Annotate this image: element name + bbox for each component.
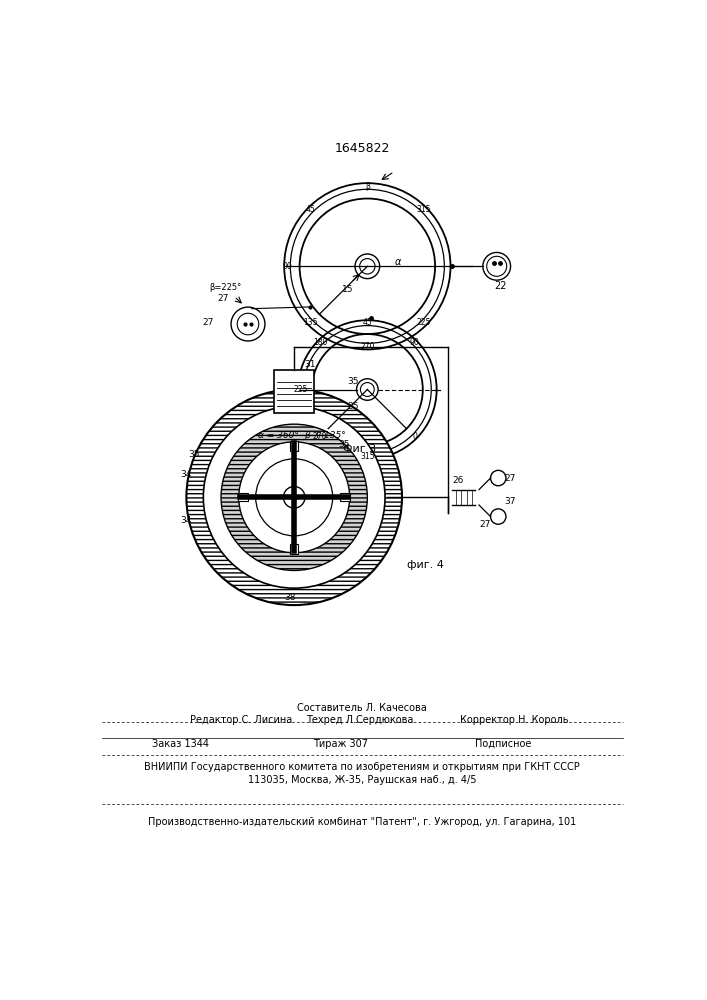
Circle shape xyxy=(284,487,305,508)
Polygon shape xyxy=(291,441,298,451)
Text: 37: 37 xyxy=(504,497,515,506)
Circle shape xyxy=(239,442,350,553)
Text: 27: 27 xyxy=(202,318,214,327)
Text: 45: 45 xyxy=(363,318,372,327)
Text: 38: 38 xyxy=(285,593,296,602)
Text: α: α xyxy=(395,257,402,267)
Text: 27: 27 xyxy=(504,474,515,483)
Text: Производственно-издательский комбинат "Патент", г. Ужгород, ул. Гагарина, 101: Производственно-издательский комбинат "П… xyxy=(148,817,576,827)
Text: 225: 225 xyxy=(417,318,431,327)
Text: 22: 22 xyxy=(494,281,507,291)
Polygon shape xyxy=(238,493,248,501)
Text: 35: 35 xyxy=(348,402,359,411)
Text: 135: 135 xyxy=(303,318,318,327)
Text: 35: 35 xyxy=(339,440,350,449)
Circle shape xyxy=(204,406,385,588)
Text: 35: 35 xyxy=(348,377,359,386)
Text: 90: 90 xyxy=(409,338,419,347)
Text: 26: 26 xyxy=(452,476,464,485)
Text: Фиг 3: Фиг 3 xyxy=(343,444,376,454)
Text: α = 360°- β + 135°: α = 360°- β + 135° xyxy=(258,431,346,440)
Text: ВНИИПИ Государственного комитета по изобретениям и открытиям при ГКНТ СССР: ВНИИПИ Государственного комитета по изоб… xyxy=(144,762,580,772)
Text: 34: 34 xyxy=(181,516,192,525)
Text: 113035, Москва, Ж-35, Раушская наб., д. 4/5: 113035, Москва, Ж-35, Раушская наб., д. … xyxy=(247,775,477,785)
Text: Подписное: Подписное xyxy=(475,739,532,749)
Text: 270: 270 xyxy=(360,342,375,351)
Text: 180: 180 xyxy=(313,338,327,347)
Text: β: β xyxy=(365,182,370,191)
Text: 90: 90 xyxy=(282,262,292,271)
Text: 1645822: 1645822 xyxy=(334,142,390,155)
Text: Составитель Л. Качесова: Составитель Л. Качесова xyxy=(297,703,427,713)
Text: Заказ 1344: Заказ 1344 xyxy=(152,739,209,749)
Text: Редактор С. Лисина: Редактор С. Лисина xyxy=(190,715,293,725)
Text: 34: 34 xyxy=(181,470,192,479)
Circle shape xyxy=(221,424,368,570)
Text: 35: 35 xyxy=(188,450,200,459)
Text: 270: 270 xyxy=(313,432,327,441)
Text: 45: 45 xyxy=(306,205,315,214)
Text: фиг. 4: фиг. 4 xyxy=(407,560,443,570)
Polygon shape xyxy=(291,544,298,554)
Text: Корректор Н. Король: Корректор Н. Король xyxy=(460,715,568,725)
Text: 315: 315 xyxy=(416,205,431,214)
Text: β=225°: β=225° xyxy=(209,283,241,292)
Text: Тираж 307: Тираж 307 xyxy=(313,739,368,749)
Text: Техред Л.Сердюкова: Техред Л.Сердюкова xyxy=(305,715,413,725)
Circle shape xyxy=(256,459,333,536)
Circle shape xyxy=(187,389,402,605)
Polygon shape xyxy=(340,493,351,501)
Text: 225: 225 xyxy=(293,385,308,394)
Bar xyxy=(274,370,314,413)
Text: 27: 27 xyxy=(479,520,491,529)
Text: 15: 15 xyxy=(342,285,354,294)
Text: 31: 31 xyxy=(305,360,316,369)
Text: 0: 0 xyxy=(412,432,417,441)
Text: 315: 315 xyxy=(360,452,375,461)
Text: 27: 27 xyxy=(218,294,229,303)
